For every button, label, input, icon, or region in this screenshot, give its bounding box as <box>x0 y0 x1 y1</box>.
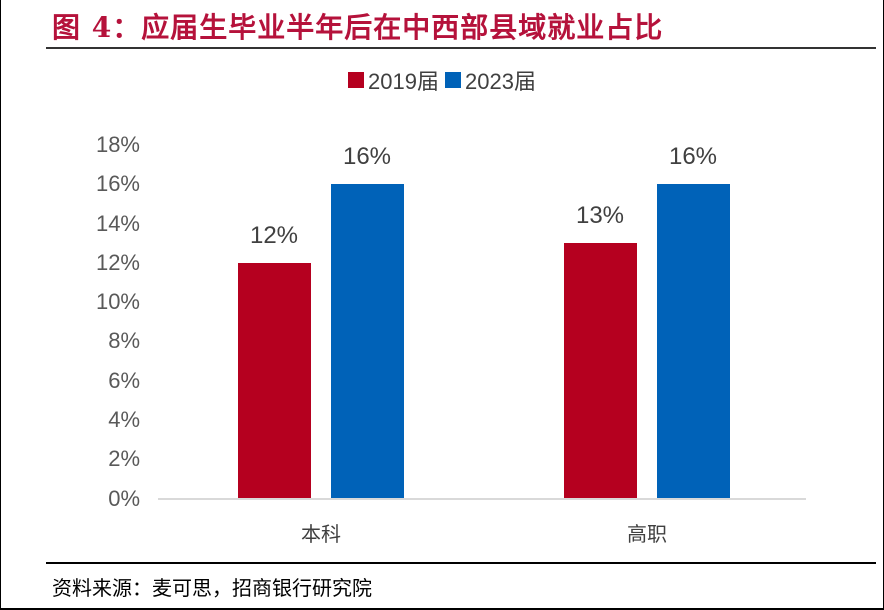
source-note: 资料来源：麦可思，招商银行研究院 <box>52 576 372 600</box>
bar-benke-2023 <box>331 184 404 498</box>
y-tick: 12% <box>95 250 140 275</box>
data-label-benke-2023: 16% <box>342 143 392 170</box>
bar-benke-2019 <box>238 263 311 498</box>
chart-legend: 2019届 2023届 <box>0 64 884 96</box>
legend-label-2019: 2019届 <box>368 69 439 94</box>
data-label-gaozhi-2019: 13% <box>575 202 625 229</box>
legend-label-2023: 2023届 <box>465 69 536 94</box>
bar-gaozhi-2019 <box>564 243 637 498</box>
legend-item-2023: 2023届 <box>445 64 536 96</box>
y-tick: 2% <box>108 446 140 471</box>
figure-title: 图 4：应届生毕业半年后在中西部县域就业占比 <box>52 11 664 44</box>
y-tick: 16% <box>95 171 140 196</box>
x-category-label: 本科 <box>301 522 341 546</box>
y-tick: 10% <box>95 289 140 314</box>
x-axis-line <box>158 498 806 500</box>
source-divider <box>46 562 876 564</box>
y-tick: 8% <box>108 328 140 353</box>
y-tick: 4% <box>108 407 140 432</box>
x-category-label: 高职 <box>627 522 667 546</box>
legend-swatch-2019 <box>348 72 365 88</box>
title-divider <box>46 47 876 49</box>
data-label-gaozhi-2023: 16% <box>668 143 718 170</box>
data-label-benke-2019: 12% <box>249 222 299 249</box>
y-tick: 0% <box>108 486 140 511</box>
legend-swatch-2023 <box>445 72 461 88</box>
y-tick: 18% <box>95 132 140 157</box>
y-tick: 14% <box>95 211 140 236</box>
bar-gaozhi-2023 <box>657 184 730 498</box>
legend-item-2019: 2019届 <box>348 64 439 96</box>
y-tick: 6% <box>108 368 140 393</box>
